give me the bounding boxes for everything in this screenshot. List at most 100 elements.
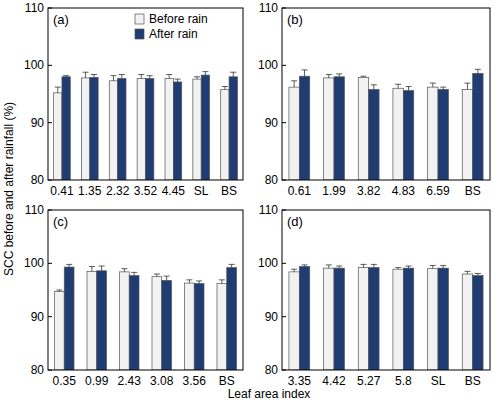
y-tick (48, 316, 52, 317)
bar (324, 268, 334, 370)
error-cap (121, 268, 127, 269)
bar (90, 77, 98, 180)
bar (299, 76, 309, 180)
error-bar (222, 87, 228, 90)
bar (462, 89, 472, 180)
bar (185, 283, 195, 370)
y-tick (48, 122, 52, 123)
error-cap (186, 279, 192, 280)
error-cap (406, 266, 412, 267)
legend-swatch (135, 29, 144, 39)
error-line (432, 265, 433, 268)
y-tick-label: 90 (31, 310, 45, 324)
y-tick-label: 80 (31, 363, 45, 377)
error-cap (326, 74, 332, 75)
y-tick (282, 122, 286, 123)
error-bar (194, 77, 200, 79)
x-tick-label: 5.27 (357, 374, 381, 388)
error-line (373, 264, 374, 267)
x-tick-label: BS (221, 184, 237, 198)
y-tick (48, 8, 52, 9)
panel-title: (b) (287, 12, 303, 27)
error-bar (302, 265, 308, 267)
y-tick (282, 370, 286, 371)
bar (369, 89, 379, 180)
y-tick (282, 8, 286, 9)
error-bar (175, 79, 181, 82)
x-tick-label: 4.83 (392, 184, 416, 198)
x-tick-label: 0.41 (50, 184, 74, 198)
y-tick-label: 110 (25, 1, 44, 15)
bar (54, 93, 62, 180)
error-line (113, 76, 114, 81)
error-line (408, 87, 409, 91)
bar (62, 77, 70, 180)
error-bar (406, 266, 412, 268)
bar (162, 280, 172, 370)
bar (289, 272, 299, 370)
error-line (221, 280, 222, 284)
error-bar (121, 269, 127, 272)
bar (462, 274, 472, 370)
error-bar (360, 264, 366, 267)
error-cap (229, 264, 235, 265)
error-line (477, 69, 478, 73)
error-line (149, 76, 150, 79)
error-bar (326, 75, 332, 78)
bar (55, 292, 65, 370)
error-bar (154, 274, 160, 277)
error-bar (91, 75, 97, 78)
x-tick-label: 0.61 (288, 184, 312, 198)
error-cap (430, 265, 436, 266)
panel: 80901001100.350.992.433.083.56BS(c) (24, 203, 243, 388)
x-tick-label: 3.35 (288, 374, 312, 388)
x-tick-label: 3.56 (183, 374, 207, 388)
error-cap (302, 264, 308, 265)
error-line (166, 276, 167, 280)
error-bar (395, 268, 401, 270)
error-bar (147, 76, 153, 79)
error-cap (196, 280, 202, 281)
x-tick-label: 3.08 (150, 374, 174, 388)
bar (152, 277, 162, 370)
error-cap (475, 273, 481, 274)
error-line (169, 75, 170, 79)
plot-frame (282, 210, 490, 370)
error-bar (475, 69, 481, 73)
error-cap (119, 74, 125, 75)
error-line (141, 75, 142, 79)
y-tick-label: 110 (259, 1, 278, 15)
x-tick-label: SL (194, 184, 209, 198)
error-cap (66, 264, 72, 265)
error-cap (166, 74, 172, 75)
panel: 80901001103.354.425.275.8SLBS(d) (258, 203, 490, 388)
error-cap (131, 272, 137, 273)
error-cap (406, 86, 412, 87)
error-line (189, 280, 190, 283)
x-tick-label: 2.32 (106, 184, 130, 198)
error-line (339, 74, 340, 77)
error-line (85, 72, 86, 78)
error-line (328, 75, 329, 78)
error-cap (336, 266, 342, 267)
error-cap (110, 75, 116, 76)
x-tick-label: 1.35 (78, 184, 102, 198)
bar (393, 88, 403, 180)
error-cap (202, 71, 208, 72)
bar (229, 77, 237, 180)
y-tick-label: 80 (31, 173, 45, 187)
bar (403, 268, 413, 370)
panel-title: (d) (287, 214, 303, 229)
error-cap (147, 75, 153, 76)
error-bar (119, 75, 125, 79)
error-bar (66, 264, 72, 267)
error-bar (371, 264, 377, 267)
error-line (467, 83, 468, 89)
bar (428, 87, 438, 180)
bar (369, 268, 379, 370)
error-cap (464, 271, 470, 272)
error-cap (55, 87, 61, 88)
error-bar (56, 290, 62, 292)
error-cap (475, 69, 481, 70)
y-tick-label: 90 (265, 116, 279, 130)
